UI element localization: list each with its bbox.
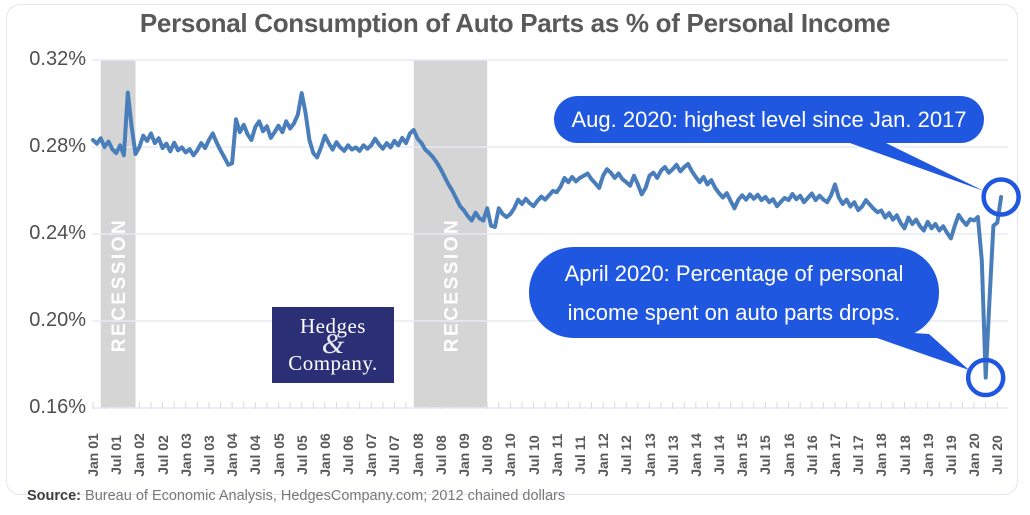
source-note: Source: Bureau of Economic Analysis, Hed… <box>27 488 565 504</box>
recession-label: RECESSION <box>441 218 462 352</box>
x-axis-label: Jul 17 <box>850 435 867 475</box>
x-axis-label: Jul 08 <box>432 435 449 475</box>
x-axis-label: Jan 10 <box>502 433 519 477</box>
logo-word-company: Company. <box>288 351 378 375</box>
x-axis-label: Jan 08 <box>409 433 426 477</box>
annotation-aug-2020: Aug. 2020: highest level since Jan. 2017 <box>554 96 984 143</box>
x-axis-label: Jul 16 <box>803 435 820 475</box>
annotation-april-2020-line1: April 2020: Percentage of personal <box>564 260 904 286</box>
x-axis-label: Jan 20 <box>966 433 983 477</box>
x-axis-label: Jan 01 <box>85 433 101 477</box>
x-axis-label: Jul 19 <box>942 435 959 475</box>
data-series-line <box>91 90 1004 380</box>
y-axis-label: 0.20% <box>29 309 86 331</box>
x-axis-label: Jul 20 <box>989 435 1006 475</box>
x-axis-label: Jul 04 <box>247 435 264 475</box>
y-axis-label: 0.16% <box>29 396 86 418</box>
highlight-circle-april-2020-low <box>965 357 1006 398</box>
annotation-aug-pointer <box>833 137 984 191</box>
x-axis-label: Jul 02 <box>154 435 171 475</box>
x-axis-label: Jan 03 <box>177 433 194 477</box>
x-axis-label: Jul 13 <box>664 435 681 475</box>
source-label: Source: <box>27 488 81 504</box>
x-axis-label: Jan 19 <box>919 433 936 477</box>
x-axis-label: Jul 09 <box>479 435 496 475</box>
x-axis-label: Jan 11 <box>548 433 565 477</box>
annotation-april-2020: April 2020: Percentage of personal incom… <box>529 247 939 338</box>
x-axis-label: Jan 16 <box>780 433 797 477</box>
x-axis-label: Jul 01 <box>108 435 125 475</box>
highlight-circle-aug-2020-high <box>981 177 1021 217</box>
y-axis-label: 0.28% <box>29 135 86 157</box>
x-axis-label: Jan 18 <box>873 433 890 477</box>
annotation-april-2020-line2: income spent on auto parts drops. <box>567 299 901 325</box>
chart-frame <box>6 4 1018 495</box>
x-axis-label: Jul 10 <box>525 435 542 475</box>
y-axis-label: 0.24% <box>29 222 86 244</box>
x-axis-label: Jan 15 <box>734 433 751 477</box>
x-axis-label: Jan 05 <box>270 433 287 477</box>
x-axis-label: Jul 12 <box>618 435 635 475</box>
x-axis-label: Jan 13 <box>641 433 658 477</box>
hedges-company-logo: Hedges & Company. <box>272 307 394 383</box>
logo-ampersand-icon: & <box>321 328 345 360</box>
annotation-april-pointer <box>851 329 969 370</box>
x-axis-label: Jan 17 <box>827 433 843 477</box>
x-axis-label: Jan 06 <box>316 433 333 477</box>
x-axis-label: Jul 11 <box>571 435 588 475</box>
x-axis-label: Jan 14 <box>687 433 704 477</box>
x-axis-label: Jul 03 <box>200 435 217 475</box>
x-axis-label: Jan 09 <box>456 433 472 477</box>
recession-label: RECESSION <box>109 218 130 352</box>
y-axis-label: 0.32% <box>29 48 86 70</box>
source-text: Bureau of Economic Analysis, HedgesCompa… <box>85 488 566 504</box>
x-axis-label: Jan 02 <box>131 433 148 477</box>
page-title: Personal Consumption of Auto Parts as % … <box>139 8 891 38</box>
x-axis-label: Jul 18 <box>896 435 913 475</box>
x-axis-label: Jan 07 <box>363 433 380 477</box>
x-axis-label: Jan 04 <box>224 433 241 477</box>
x-axis-label: Jul 06 <box>340 435 357 475</box>
x-axis-label: Jul 14 <box>711 435 727 475</box>
logo-word-hedges: Hedges <box>300 314 366 338</box>
annotation-aug-2020-text: Aug. 2020: highest level since Jan. 2017 <box>571 106 967 132</box>
x-axis-label: Jan 12 <box>595 433 612 477</box>
x-axis-label: Jul 15 <box>757 435 774 475</box>
x-axis-label: Jul 07 <box>386 435 403 475</box>
x-axis-label: Jul 05 <box>293 435 310 475</box>
